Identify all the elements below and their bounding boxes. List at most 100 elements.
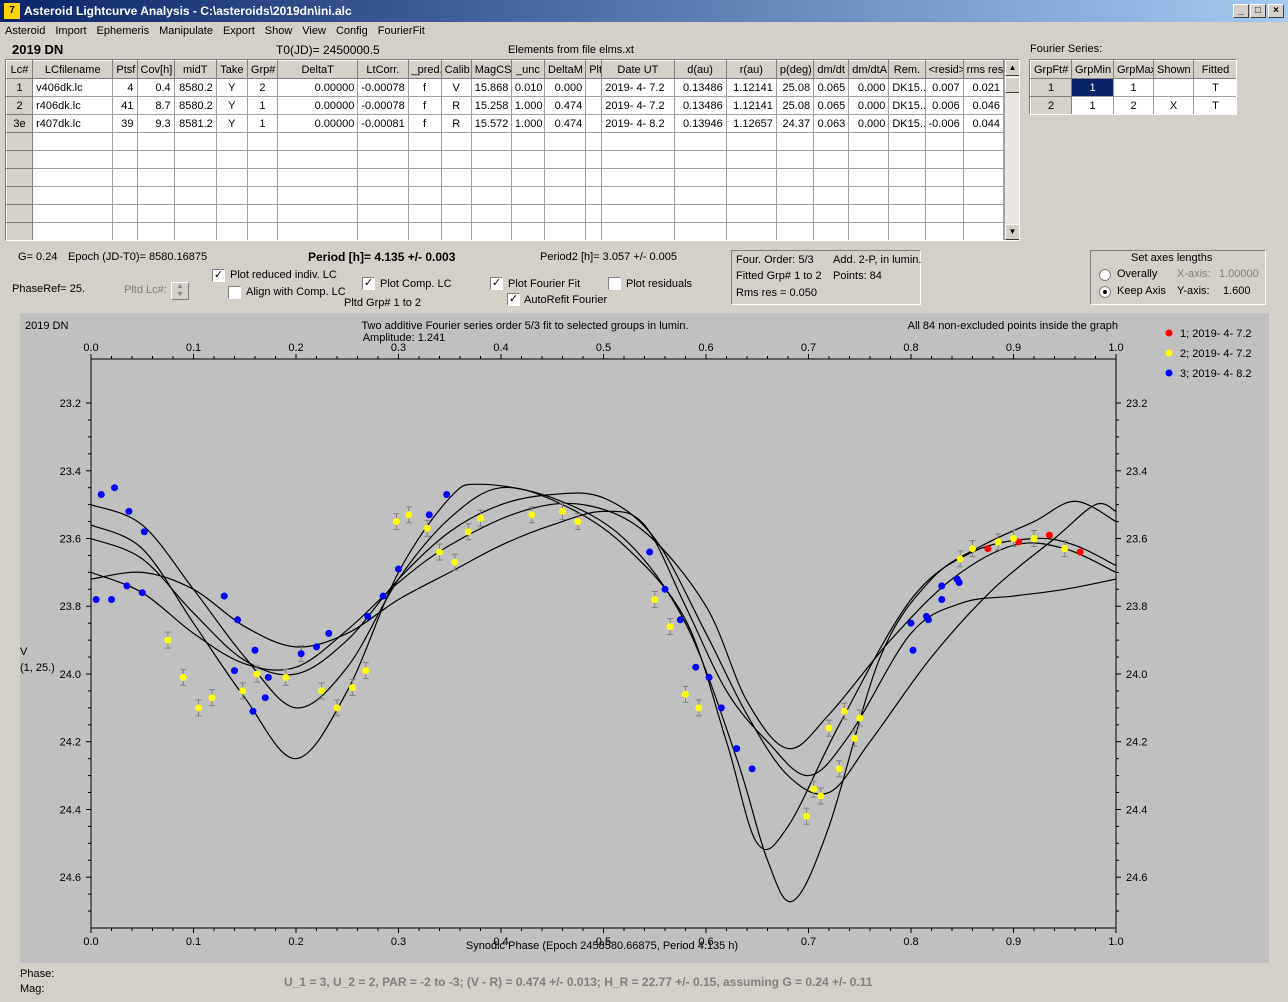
table-cell[interactable] [246, 150, 279, 169]
table-cell[interactable] [725, 204, 777, 223]
table-cell[interactable]: 15.868 [470, 78, 512, 97]
table-cell[interactable] [585, 132, 603, 151]
table-cell[interactable]: f [407, 114, 442, 133]
table-cell[interactable] [510, 168, 546, 187]
table-cell[interactable] [112, 204, 138, 223]
table-cell[interactable] [924, 222, 964, 240]
row-header[interactable]: 2 [6, 96, 34, 115]
table-cell[interactable] [112, 222, 138, 240]
plot-fourier-checkbox[interactable]: ✓ [490, 277, 503, 290]
lightcurve-plot[interactable]: 2019 DN Two additive Fourier series orde… [20, 313, 1269, 963]
table-cell[interactable]: DK15... [888, 114, 926, 133]
table-cell[interactable]: 8580.2 [173, 96, 217, 115]
table-cell[interactable]: 1 [1071, 96, 1114, 114]
table-cell[interactable] [888, 150, 926, 169]
table-cell[interactable] [246, 168, 279, 187]
table-cell[interactable] [848, 204, 890, 223]
row-header[interactable] [6, 132, 34, 151]
table-cell[interactable] [215, 150, 248, 169]
table-cell[interactable] [962, 222, 1005, 240]
table-cell[interactable]: 0.00000 [277, 78, 359, 97]
table-cell[interactable]: X [1153, 96, 1194, 114]
table-cell[interactable]: 0.006 [924, 96, 964, 115]
table-row[interactable] [6, 186, 1005, 205]
table-cell[interactable] [888, 204, 926, 223]
table-cell[interactable]: 1 [1071, 78, 1114, 97]
table-cell[interactable]: 0.13486 [673, 78, 727, 97]
table-cell[interactable] [544, 132, 587, 151]
table-cell[interactable] [673, 168, 727, 187]
row-header[interactable]: 3e [6, 114, 34, 133]
table-cell[interactable]: 0.021 [962, 78, 1005, 97]
table-cell[interactable] [32, 186, 114, 205]
table-cell[interactable]: 25.08 [775, 78, 815, 97]
table-cell[interactable] [775, 150, 815, 169]
table-cell[interactable]: 0.065 [813, 96, 850, 115]
row-header[interactable] [6, 204, 34, 223]
table-cell[interactable] [136, 168, 175, 187]
lc-col-header[interactable]: midT [173, 60, 217, 79]
table-cell[interactable] [962, 186, 1005, 205]
table-cell[interactable] [813, 150, 850, 169]
table-cell[interactable] [725, 186, 777, 205]
table-cell[interactable]: -0.00078 [357, 96, 409, 115]
table-cell[interactable] [357, 222, 409, 240]
menu-export[interactable]: Export [222, 25, 255, 37]
keep-axis-radio[interactable] [1099, 286, 1111, 298]
lc-col-header[interactable]: DeltaM [544, 60, 587, 79]
lc-col-header[interactable]: Rem. [888, 60, 926, 79]
table-cell[interactable] [32, 168, 114, 187]
table-cell[interactable]: 39 [112, 114, 138, 133]
table-cell[interactable] [470, 132, 512, 151]
table-cell[interactable] [601, 204, 675, 223]
table-cell[interactable] [136, 132, 175, 151]
table-cell[interactable] [407, 132, 442, 151]
menu-asteroid[interactable]: Asteroid [5, 25, 46, 37]
table-cell[interactable] [673, 150, 727, 169]
table-cell[interactable]: 15.258 [470, 96, 512, 115]
table-cell[interactable] [510, 186, 546, 205]
table-cell[interactable] [246, 222, 279, 240]
table-cell[interactable]: T [1193, 78, 1236, 97]
table-cell[interactable]: 0.474 [544, 96, 587, 115]
row-header[interactable]: 1 [1030, 78, 1072, 97]
table-cell[interactable] [440, 204, 472, 223]
table-cell[interactable] [673, 222, 727, 240]
table-cell[interactable] [962, 150, 1005, 169]
table-cell[interactable]: 1.000 [510, 96, 546, 115]
table-cell[interactable]: 4 [112, 78, 138, 97]
table-cell[interactable]: R [440, 114, 472, 133]
lc-col-header[interactable]: d(au) [673, 60, 727, 79]
table-cell[interactable] [112, 186, 138, 205]
table-cell[interactable] [173, 186, 217, 205]
lc-col-header[interactable]: Plt [585, 60, 603, 79]
lc-col-header[interactable]: Calib. [440, 60, 472, 79]
table-cell[interactable] [848, 222, 890, 240]
row-header[interactable] [6, 222, 34, 240]
lc-col-header[interactable]: _unc [510, 60, 546, 79]
table-cell[interactable]: -0.00081 [357, 114, 409, 133]
table-cell[interactable] [962, 132, 1005, 151]
table-cell[interactable]: 0.046 [962, 96, 1005, 115]
table-cell[interactable] [173, 150, 217, 169]
table-cell[interactable]: 0.4 [136, 78, 175, 97]
table-cell[interactable] [725, 132, 777, 151]
table-cell[interactable] [962, 204, 1005, 223]
table-cell[interactable]: 8580.2 [173, 78, 217, 97]
lc-col-header[interactable]: rms res [962, 60, 1005, 79]
table-cell[interactable] [246, 186, 279, 205]
table-cell[interactable]: 8581.2 [173, 114, 217, 133]
table-cell[interactable] [848, 186, 890, 205]
scroll-down-arrow-icon[interactable]: ▼ [1005, 224, 1019, 240]
table-cell[interactable] [112, 168, 138, 187]
table-cell[interactable] [585, 114, 603, 133]
table-cell[interactable] [775, 186, 815, 205]
lc-col-header[interactable]: dm/dt [813, 60, 850, 79]
table-cell[interactable]: 0.00000 [277, 114, 359, 133]
table-cell[interactable]: 1 [246, 96, 279, 115]
lc-col-header[interactable]: Lc# [6, 60, 34, 79]
scroll-thumb[interactable] [1005, 77, 1019, 93]
table-cell[interactable] [112, 132, 138, 151]
table-cell[interactable] [585, 222, 603, 240]
